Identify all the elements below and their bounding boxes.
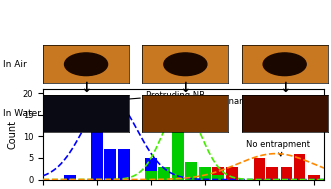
Bar (118, 149, 130, 180)
Text: Protruding NB: Protruding NB (125, 91, 205, 101)
Bar (145, 158, 157, 180)
Text: Planar NB: Planar NB (188, 97, 258, 110)
Text: No entrapment: No entrapment (247, 140, 310, 156)
Bar (199, 167, 211, 180)
Y-axis label: Count: Count (7, 120, 17, 149)
Bar (281, 167, 293, 180)
Text: ↓: ↓ (179, 81, 191, 95)
Bar (226, 167, 238, 180)
Ellipse shape (65, 53, 108, 76)
Text: ↓: ↓ (279, 81, 291, 95)
Bar (172, 110, 184, 180)
Bar (213, 175, 224, 180)
Text: In Air: In Air (3, 60, 27, 69)
Bar (294, 154, 306, 180)
Text: In Water: In Water (3, 109, 41, 118)
Ellipse shape (263, 53, 306, 76)
Bar (172, 167, 184, 180)
Bar (145, 171, 157, 180)
Bar (185, 162, 197, 180)
Bar (91, 102, 103, 180)
Bar (158, 167, 170, 180)
Ellipse shape (164, 53, 207, 76)
Bar (307, 175, 319, 180)
Bar (213, 167, 224, 180)
Bar (185, 175, 197, 180)
Bar (64, 175, 76, 180)
Bar (104, 149, 116, 180)
Bar (199, 167, 211, 180)
Bar (266, 167, 278, 180)
Text: ↓: ↓ (80, 81, 92, 95)
Bar (158, 167, 170, 180)
Bar (254, 158, 265, 180)
